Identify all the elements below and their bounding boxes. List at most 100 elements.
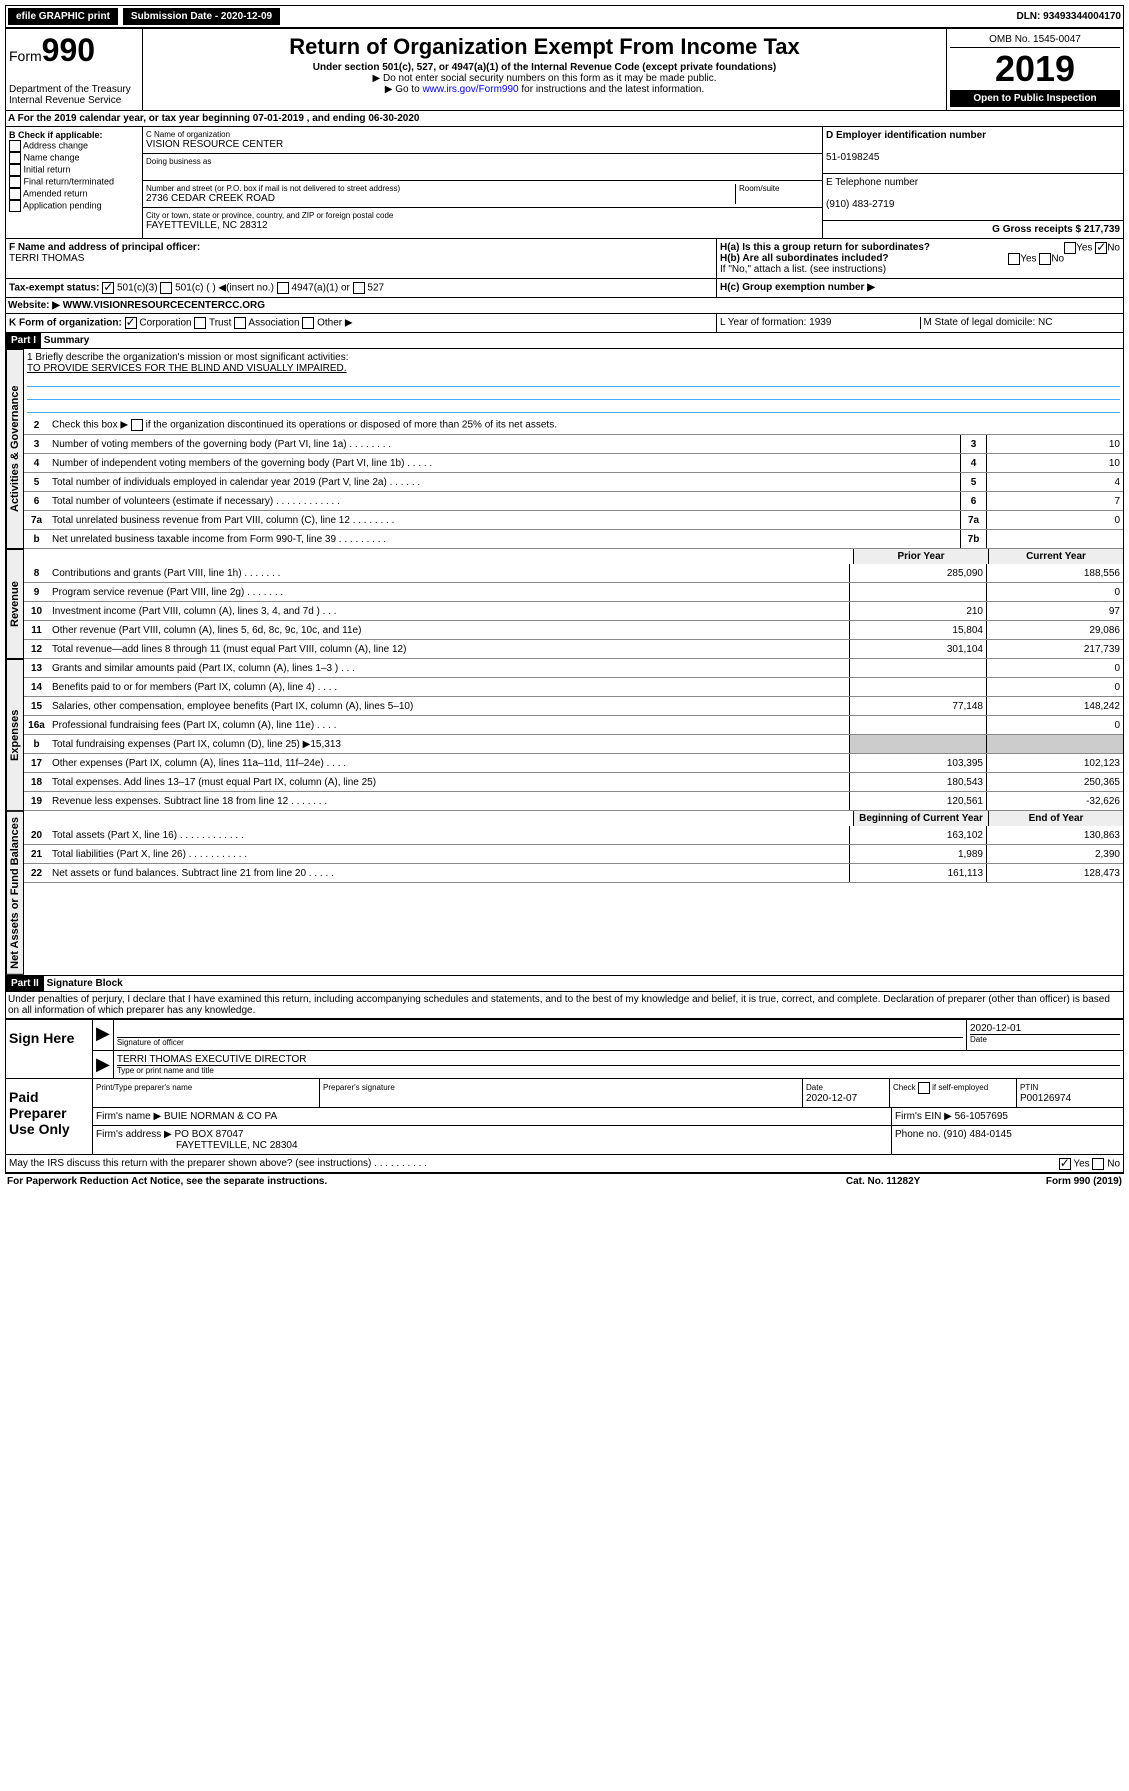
i-4947[interactable] [277,282,289,294]
ha-yes[interactable] [1064,242,1076,254]
sig-off-lbl: Signature of officer [117,1037,963,1047]
tax-year: 2019 [950,48,1120,90]
exp-section: Expenses 13Grants and similar amounts pa… [5,659,1124,811]
chk-address[interactable] [9,140,21,152]
chk-pending[interactable] [9,200,21,212]
l1: 1 Briefly describe the organization's mi… [27,352,1120,363]
line-6: 6Total number of volunteers (estimate if… [24,492,1123,511]
form-title: Return of Organization Exempt From Incom… [148,34,941,60]
line-b: bTotal fundraising expenses (Part IX, co… [24,735,1123,754]
d3: 2020-12-07 [806,1093,857,1104]
h5: PTIN [1020,1083,1038,1092]
discuss-row: May the IRS discuss this return with the… [5,1155,1124,1173]
omb: OMB No. 1545-0047 [950,32,1120,48]
box-m: M State of legal domicile: NC [921,317,1121,329]
k-other[interactable] [302,317,314,329]
sig-name: TERRI THOMAS EXECUTIVE DIRECTOR [117,1054,1120,1065]
line-8: 8Contributions and grants (Part VIII, li… [24,564,1123,583]
hdr-end: End of Year [988,811,1123,826]
sig-date: 2020-12-01 [970,1023,1120,1034]
j-label: Website: ▶ [8,300,60,311]
firm-addr2: FAYETTEVILLE, NC 28304 [176,1140,298,1151]
h2: Preparer's signature [323,1083,395,1092]
line-b: bNet unrelated business taxable income f… [24,530,1123,549]
sig-name-lbl: Type or print name and title [117,1065,1120,1075]
irs-link[interactable]: www.irs.gov/Form990 [422,84,518,95]
i-501c3[interactable] [102,282,114,294]
form-number: 990 [42,32,95,68]
line-20: 20Total assets (Part X, line 16) . . . .… [24,826,1123,845]
footer: For Paperwork Reduction Act Notice, see … [5,1173,1124,1189]
rev-section: Revenue Prior Year Current Year 8Contrib… [5,549,1124,659]
sign-here: Sign Here [6,1020,93,1078]
sig-date-lbl: Date [970,1034,1120,1044]
lbl-pending: Application pending [23,200,102,210]
sub2: ▶ Do not enter social security numbers o… [146,73,943,84]
line-7a: 7aTotal unrelated business revenue from … [24,511,1123,530]
i-527[interactable] [353,282,365,294]
row-j: Website: ▶ WWW.VISIONRESOURCECENTERCC.OR… [5,298,1124,314]
sub1: Under section 501(c), 527, or 4947(a)(1)… [146,62,943,73]
k-assoc[interactable] [234,317,246,329]
irs: Internal Revenue Service [9,95,139,106]
l2-chk[interactable] [131,419,143,431]
firm-phone: (910) 484-0145 [943,1129,1011,1140]
hb-yes[interactable] [1008,253,1020,265]
sub3: ▶ Go to www.irs.gov/Form990 for instruct… [146,84,943,95]
i-501c[interactable] [160,282,172,294]
chk-name[interactable] [9,152,21,164]
room-label: Room/suite [735,184,819,204]
declaration: Under penalties of perjury, I declare th… [5,992,1124,1019]
addr: 2736 CEDAR CREEK ROAD [146,193,735,204]
line-4: 4Number of independent voting members of… [24,454,1123,473]
row-klm: K Form of organization: Corporation Trus… [5,314,1124,333]
hb-no[interactable] [1039,253,1051,265]
k-trust[interactable] [194,317,206,329]
h3: Date [806,1083,823,1092]
box-c: C Name of organization VISION RESOURCE C… [143,127,823,238]
lbl-address: Address change [23,140,88,150]
dba-label: Doing business as [146,157,819,166]
submission-btn[interactable]: Submission Date - 2020-12-09 [123,8,280,25]
line-17: 17Other expenses (Part IX, column (A), l… [24,754,1123,773]
discuss-yes[interactable] [1059,1158,1071,1170]
firm-addr1: PO BOX 87047 [175,1129,244,1140]
box-b-title: B Check if applicable: [9,130,103,140]
chk-amended[interactable] [9,188,21,200]
gross-receipts: G Gross receipts $ 217,739 [992,224,1120,235]
website: WWW.VISIONRESOURCECENTERCC.ORG [63,300,265,311]
dln: DLN: 93493344004170 [1016,11,1121,22]
side-gov: Activities & Governance [6,349,24,549]
efile-btn[interactable]: efile GRAPHIC print [8,8,118,25]
box-de: D Employer identification number 51-0198… [823,127,1123,238]
firm: BUIE NORMAN & CO PA [164,1111,277,1122]
h1: Print/Type preparer's name [96,1083,192,1092]
arrow-icon: ▶ [93,1020,114,1050]
row-f-h: F Name and address of principal officer:… [5,239,1124,279]
sign-here-block: Sign Here ▶ Signature of officer 2020-12… [5,1019,1124,1079]
period-row: A For the 2019 calendar year, or tax yea… [5,111,1124,127]
line-15: 15Salaries, other compensation, employee… [24,697,1123,716]
dept: Department of the Treasury [9,84,139,95]
addr-label: Number and street (or P.O. box if mail i… [146,184,735,193]
arrow-icon2: ▶ [93,1051,114,1078]
self-emp-chk[interactable] [918,1082,930,1094]
info-grid: B Check if applicable: Address change Na… [5,127,1124,239]
hb-label: H(b) Are all subordinates included? [720,253,889,264]
part2-header: Part II Signature Block [5,976,1124,992]
k-corp[interactable] [125,317,137,329]
line-16a: 16aProfessional fundraising fees (Part I… [24,716,1123,735]
phone-lbl: Phone no. [895,1129,941,1140]
k-label: K Form of organization: [9,318,122,329]
officer-name: TERRI THOMAS [9,253,84,264]
part1-header: Part I Summary [5,333,1124,349]
line-21: 21Total liabilities (Part X, line 26) . … [24,845,1123,864]
line-22: 22Net assets or fund balances. Subtract … [24,864,1123,883]
chk-final[interactable] [9,176,21,188]
box-b: B Check if applicable: Address change Na… [6,127,143,238]
ein: 51-0198245 [826,152,879,163]
paid-title: Paid Preparer Use Only [6,1079,93,1154]
chk-initial[interactable] [9,164,21,176]
ha-no[interactable] [1095,242,1107,254]
discuss-no[interactable] [1092,1158,1104,1170]
